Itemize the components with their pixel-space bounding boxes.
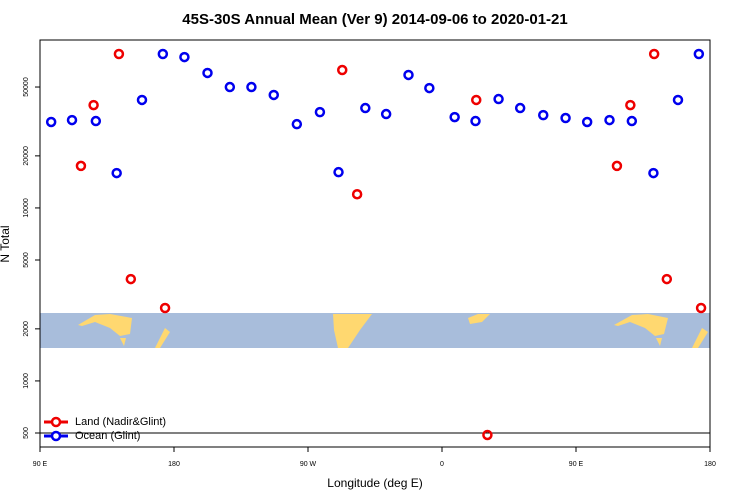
y-tick-label: 5000 bbox=[23, 252, 30, 268]
point bbox=[90, 115, 102, 127]
point bbox=[514, 102, 526, 114]
point bbox=[648, 167, 659, 179]
y-tick-label: 50000 bbox=[23, 77, 30, 97]
point bbox=[482, 429, 493, 441]
chart-title: 45S-30S Annual Mean (Ver 9) 2014-09-06 t… bbox=[182, 11, 567, 28]
point bbox=[113, 48, 125, 60]
point bbox=[360, 102, 371, 114]
point bbox=[470, 94, 482, 106]
point bbox=[625, 99, 636, 111]
x-tick-label: 90 E bbox=[569, 461, 584, 468]
point bbox=[66, 114, 78, 126]
y-tick-label: 10000 bbox=[23, 198, 30, 218]
point bbox=[136, 94, 148, 106]
point bbox=[581, 116, 593, 128]
point bbox=[424, 82, 435, 94]
legend-label: Ocean (Glint) bbox=[75, 430, 140, 442]
point bbox=[648, 48, 660, 60]
point bbox=[693, 48, 705, 60]
x-tick-label: 90 W bbox=[300, 461, 317, 468]
point bbox=[661, 273, 673, 285]
point bbox=[537, 109, 549, 121]
y-tick-label: 20000 bbox=[23, 146, 30, 166]
point bbox=[159, 302, 171, 314]
point bbox=[604, 114, 615, 126]
point bbox=[449, 111, 460, 123]
y-tick-label: 1000 bbox=[23, 373, 30, 389]
point bbox=[333, 166, 344, 178]
point bbox=[202, 67, 213, 79]
point bbox=[626, 115, 638, 127]
point bbox=[380, 108, 392, 120]
point bbox=[672, 94, 684, 106]
point bbox=[75, 160, 87, 172]
point bbox=[336, 64, 348, 76]
x-axis-label: Longitude (deg E) bbox=[327, 476, 422, 490]
point bbox=[403, 69, 414, 81]
point bbox=[111, 167, 122, 179]
x-tick-label: 180 bbox=[704, 461, 716, 468]
point bbox=[88, 99, 99, 111]
point bbox=[493, 93, 504, 105]
legend-marker bbox=[50, 416, 62, 428]
x-tick-label: 90 E bbox=[33, 461, 48, 468]
legend-label: Land (Nadir&Glint) bbox=[75, 416, 166, 428]
point bbox=[314, 106, 326, 118]
point bbox=[45, 116, 57, 128]
y-tick-label: 2000 bbox=[23, 321, 30, 337]
map-strip bbox=[40, 313, 710, 348]
y-axis-label: N Total bbox=[0, 225, 12, 262]
x-tick-label: 0 bbox=[440, 461, 444, 468]
point bbox=[695, 302, 707, 314]
point bbox=[351, 188, 363, 200]
point bbox=[611, 160, 623, 172]
point bbox=[157, 48, 169, 60]
plot-frame bbox=[39, 39, 711, 448]
y-tick-label: 500 bbox=[23, 427, 30, 439]
x-tick-label: 180 bbox=[168, 461, 180, 468]
point bbox=[268, 89, 280, 101]
point bbox=[125, 273, 137, 285]
point bbox=[224, 81, 236, 93]
point bbox=[470, 115, 481, 127]
point bbox=[179, 51, 190, 63]
point bbox=[246, 81, 257, 93]
point bbox=[291, 118, 303, 130]
legend-marker bbox=[50, 430, 62, 442]
point bbox=[560, 112, 571, 124]
